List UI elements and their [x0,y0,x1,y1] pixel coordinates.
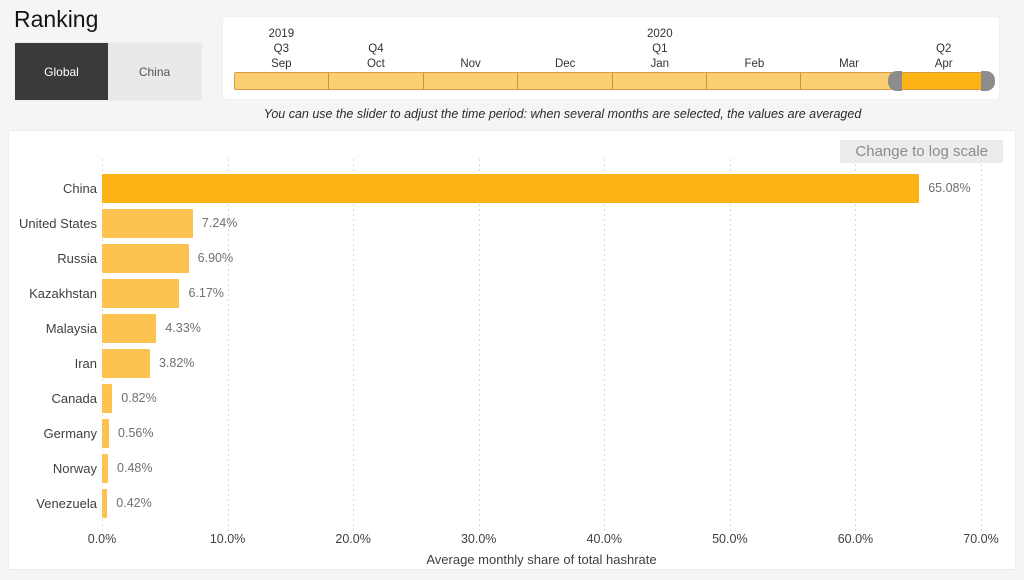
slider-segment-jan[interactable] [612,73,707,89]
category-label: United States [18,216,97,231]
change-log-scale-button[interactable]: Change to log scale [840,140,1003,163]
x-axis-tick-label: 50.0% [712,532,748,546]
category-label: Norway [52,461,97,476]
category-label: Russia [57,251,97,266]
slider-segment-apr[interactable] [895,73,990,89]
category-label: Venezuela [36,496,97,511]
timeline-label-text: Apr [934,58,953,70]
value-label: 3.82% [158,356,195,370]
timeline-month-label: Dec [518,24,613,72]
bar-china[interactable] [102,174,920,203]
timeline-month-label: Q4 Oct [329,24,424,72]
toggle-china-button[interactable]: China [108,43,201,100]
gridline [855,159,857,533]
timeline-label-text: Jan [650,58,670,70]
value-label: 0.56% [118,426,154,440]
timeline-month-label: Nov [423,24,518,72]
timeline-labels: 2019 Q3 Sep Q4 Oct Nov Dec 2020 Q1 Jan Feb Mar Q2 Apr [234,24,991,72]
x-axis-tick-label: 10.0% [209,532,246,546]
timeline-quarter-text: Q2 [936,43,952,55]
bar-norway[interactable] [102,454,109,483]
bar-venezuela[interactable] [102,489,108,518]
timeline-label-text: Oct [366,58,385,70]
value-label: 0.42% [116,496,152,510]
gridline [102,159,103,533]
value-label: 6.90% [197,251,234,265]
timeline-label-text: Mar [839,58,859,70]
value-label: 6.17% [188,286,224,300]
page-title: Ranking [14,6,99,32]
gridline [729,159,731,533]
timeline-quarter-text: Q3 [273,43,289,55]
timeline-label-text: Dec [554,58,576,70]
bar-united-states[interactable] [102,209,193,238]
gridline [227,159,229,533]
toggle-global-button[interactable]: Global [15,43,108,100]
timeline-year-text: 2019 [268,28,295,40]
timeline-month-label: Mar [802,24,897,72]
timeline-quarter-text: Q1 [652,43,668,55]
bar-iran[interactable] [102,349,150,378]
timeline-month-label: Q2 Apr [896,24,991,72]
time-period-slider-card: 2019 Q3 Sep Q4 Oct Nov Dec 2020 Q1 Jan Feb Mar Q2 Apr [222,16,1000,100]
slider-segment-sep[interactable] [235,73,330,89]
timeline-quarter-text: Q4 [368,43,384,55]
slider-handle-left[interactable] [887,71,902,91]
timeline-label-text: Sep [271,58,292,70]
slider-segment-mar[interactable] [801,73,896,89]
timeline-month-label: 2020 Q1 Jan [613,24,708,72]
value-label: 4.33% [165,321,201,335]
category-label: Malaysia [45,321,97,336]
gridline [478,159,480,533]
gridline [981,159,982,533]
scope-toggle: Global China [15,43,201,100]
x-axis-tick-label: 20.0% [335,532,371,546]
value-label: 0.48% [117,461,153,475]
x-axis-tick-label: 70.0% [963,532,999,546]
slider-segment-nov[interactable] [423,73,519,89]
x-axis-tick-label: 0.0% [87,532,117,546]
category-label: Kazakhstan [29,286,97,301]
x-axis-tick-label: 40.0% [586,532,622,546]
value-label: 65.08% [928,181,971,195]
gridline [353,159,355,533]
timeline-month-label: Feb [707,24,802,72]
slider-segment-dec[interactable] [518,73,613,89]
slider-help-note: You can use the slider to adjust the tim… [263,107,862,121]
slider-segment-feb[interactable] [706,73,802,89]
x-axis-tick-label: 30.0% [460,532,497,546]
value-label: 0.82% [121,391,157,405]
bar-canada[interactable] [102,384,113,413]
bar-malaysia[interactable] [102,314,157,343]
timeline-month-label: 2019 Q3 Sep [234,24,329,72]
bar-russia[interactable] [102,244,189,273]
timeline-label-text: Feb [744,58,765,70]
bar-kazakhstan[interactable] [102,279,180,308]
hashrate-ranking-chart: Change to log scale 0.0% 10.0% 20.0% 30.0% 4… [8,130,1016,570]
category-label: China [63,181,97,196]
timeline-year-text: 2020 [647,28,673,40]
x-axis-title: Average monthly share of total hashrate [426,552,657,567]
slider-handle-right[interactable] [981,71,995,91]
bar-germany[interactable] [102,419,110,448]
category-label: Canada [51,391,97,406]
category-label: Germany [43,426,97,441]
timeline-slider-track[interactable] [234,71,995,91]
timeline-label-text: Nov [460,58,481,70]
value-label: 7.24% [201,216,238,230]
slider-segment-oct[interactable] [329,73,424,89]
category-label: Iran [74,356,97,371]
gridline [604,159,606,533]
x-axis-tick-label: 60.0% [837,532,874,546]
